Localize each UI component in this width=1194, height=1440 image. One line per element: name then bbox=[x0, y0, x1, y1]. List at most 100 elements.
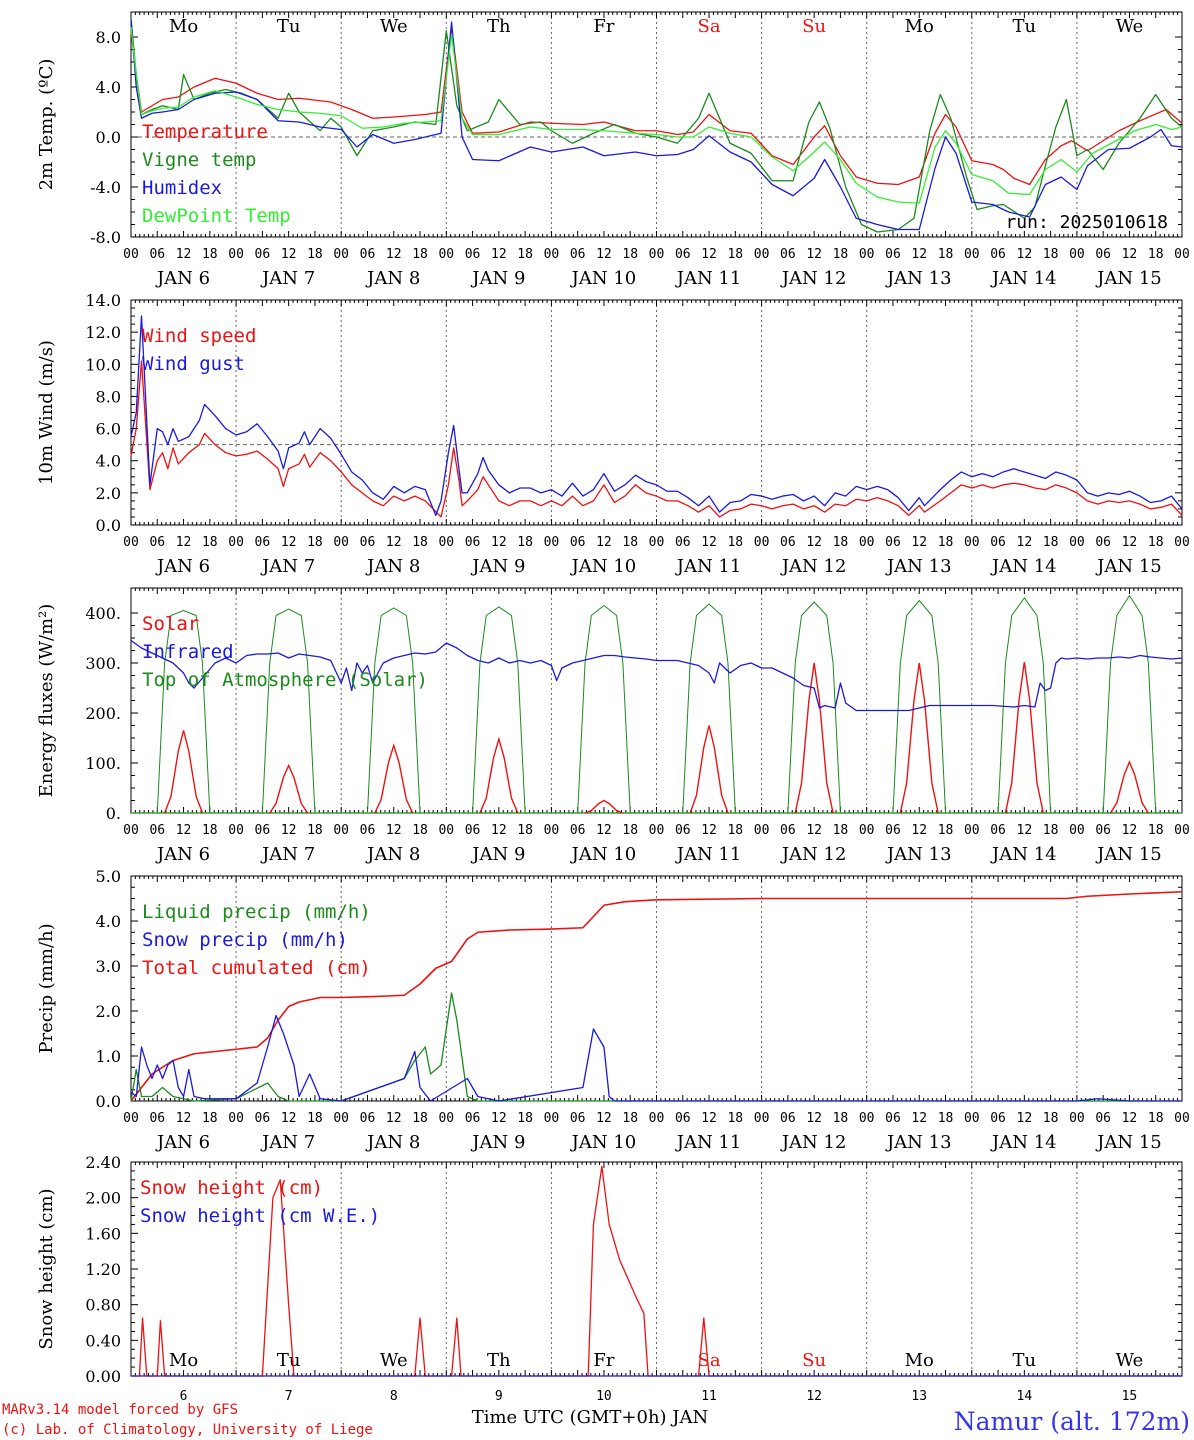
hour-label: 12 bbox=[596, 247, 612, 262]
hour-label: 12 bbox=[701, 535, 717, 550]
hour-label: 18 bbox=[1148, 823, 1164, 838]
y-tick-label: 4.0 bbox=[96, 912, 121, 931]
hour-label: 18 bbox=[938, 247, 954, 262]
hour-label: 06 bbox=[1095, 1111, 1111, 1126]
panels-group: 8.0 4.0 0.0 -4.0 -8.0 2m Temp. (ºC) Mo Tu We Th Fr… bbox=[36, 11, 1190, 1404]
hour-label: 00 bbox=[859, 823, 875, 838]
hour-label: 00 bbox=[754, 247, 770, 262]
hour-label: 00 bbox=[544, 247, 560, 262]
y-tick-label: 0. bbox=[106, 804, 121, 823]
date-label: JAN 14 bbox=[990, 556, 1057, 577]
y-tick-label: 8.0 bbox=[96, 387, 121, 406]
date-label: JAN 6 bbox=[155, 556, 210, 577]
run-label: run: 2025010618 bbox=[1005, 212, 1168, 233]
panel-energy: 400. 300. 200. 100. 0. Energy fluxes (W/m²) 00… bbox=[36, 587, 1190, 865]
series-line bbox=[130, 315, 1183, 517]
y-tick-label: 0.0 bbox=[96, 1092, 121, 1111]
date-label: JAN 8 bbox=[365, 844, 420, 865]
date-label: JAN 11 bbox=[675, 268, 742, 289]
hour-label: 12 bbox=[386, 1111, 402, 1126]
hour-label: 12 bbox=[701, 1111, 717, 1126]
hour-label: 18 bbox=[622, 247, 638, 262]
hour-label: 12 bbox=[386, 247, 402, 262]
legend-entry: Wind gust bbox=[142, 353, 245, 375]
hour-label: 12 bbox=[806, 823, 822, 838]
hour-label: 12 bbox=[176, 247, 192, 262]
date-label: JAN 14 bbox=[990, 844, 1057, 865]
hour-label: 18 bbox=[1148, 535, 1164, 550]
hour-label: 18 bbox=[1043, 535, 1059, 550]
solar-curve bbox=[689, 725, 729, 814]
hour-label: 18 bbox=[517, 535, 533, 550]
y-tick-label: 4.0 bbox=[96, 78, 121, 97]
hour-label: 00 bbox=[438, 823, 454, 838]
solar-curve bbox=[1004, 661, 1044, 814]
hour-label: 12 bbox=[281, 535, 297, 550]
hour-label: 00 bbox=[1069, 535, 1085, 550]
hour-label: 00 bbox=[438, 535, 454, 550]
panel-precip: 5.0 4.0 3.0 2.0 1.0 0.0 Precip (mm/h) 00 06 12 18 J… bbox=[36, 867, 1190, 1153]
hour-label: 18 bbox=[938, 535, 954, 550]
y-tick-label: 300. bbox=[85, 654, 121, 673]
hour-label: 18 bbox=[622, 1111, 638, 1126]
top-day-label: We bbox=[380, 16, 408, 37]
date-label: JAN 9 bbox=[470, 844, 525, 865]
hour-label: 18 bbox=[412, 535, 428, 550]
solar-curve bbox=[269, 763, 309, 814]
hour-label: 18 bbox=[727, 823, 743, 838]
y-tick-label: 0.40 bbox=[85, 1331, 121, 1350]
hour-label: 18 bbox=[202, 1111, 218, 1126]
bottom-day-label: Su bbox=[802, 1350, 826, 1371]
hour-label: 12 bbox=[806, 535, 822, 550]
top-day-label: Sa bbox=[698, 16, 721, 37]
y-tick-label: 1.60 bbox=[85, 1224, 121, 1243]
y-tick-label: 4.0 bbox=[96, 452, 121, 471]
hour-label: 18 bbox=[727, 247, 743, 262]
date-label: JAN 9 bbox=[470, 268, 525, 289]
hour-label: 06 bbox=[885, 535, 901, 550]
hour-label: 00 bbox=[649, 247, 665, 262]
hour-label: 12 bbox=[701, 823, 717, 838]
date-label: 9 bbox=[495, 1389, 503, 1404]
y-tick-label: 12.0 bbox=[85, 323, 121, 342]
toa-solar-curve bbox=[472, 606, 526, 814]
hour-label: 18 bbox=[622, 823, 638, 838]
series-line bbox=[130, 18, 1183, 233]
date-label: 12 bbox=[806, 1389, 822, 1404]
hour-label: 18 bbox=[833, 1111, 849, 1126]
y-tick-label: 2.00 bbox=[85, 1189, 121, 1208]
y-tick-label: 2.0 bbox=[96, 484, 121, 503]
hour-label: 00 bbox=[754, 823, 770, 838]
bottom-day-label: We bbox=[380, 1350, 408, 1371]
hour-label: 18 bbox=[412, 247, 428, 262]
y-tick-label: 200. bbox=[85, 704, 121, 723]
hour-label: 06 bbox=[1095, 535, 1111, 550]
hour-label: 06 bbox=[255, 535, 271, 550]
legend-entry: Liquid precip (mm/h) bbox=[142, 901, 371, 923]
date-label: JAN 10 bbox=[570, 1132, 637, 1153]
hour-label: 06 bbox=[360, 535, 376, 550]
series-line bbox=[130, 360, 1183, 518]
hour-label: 18 bbox=[1148, 247, 1164, 262]
date-label: JAN 14 bbox=[990, 1132, 1057, 1153]
hour-label: 00 bbox=[228, 1111, 244, 1126]
y-tick-label: 100. bbox=[85, 754, 121, 773]
date-label: JAN 6 bbox=[155, 1132, 210, 1153]
hour-label: 06 bbox=[570, 247, 586, 262]
date-label: 10 bbox=[596, 1389, 612, 1404]
hour-label: 18 bbox=[1043, 1111, 1059, 1126]
hour-label: 06 bbox=[885, 247, 901, 262]
toa-solar-curve bbox=[682, 603, 736, 814]
bottom-day-label: Tu bbox=[1013, 1350, 1037, 1371]
hour-label: 12 bbox=[491, 823, 507, 838]
toa-solar-curve bbox=[1102, 594, 1157, 814]
solar-curve bbox=[584, 799, 624, 814]
y-tick-label: 0.0 bbox=[96, 128, 121, 147]
hour-label: 18 bbox=[833, 247, 849, 262]
hour-label: 06 bbox=[570, 1111, 586, 1126]
hour-label: 00 bbox=[228, 823, 244, 838]
date-label: JAN 12 bbox=[780, 844, 847, 865]
hour-label: 00 bbox=[859, 1111, 875, 1126]
hour-label: 06 bbox=[570, 823, 586, 838]
toa-solar-curve bbox=[156, 609, 211, 814]
